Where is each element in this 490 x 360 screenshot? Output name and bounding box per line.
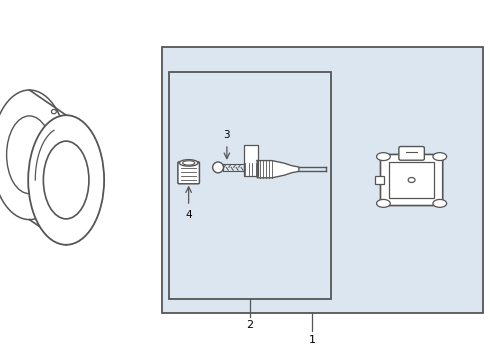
FancyBboxPatch shape xyxy=(399,147,424,160)
FancyBboxPatch shape xyxy=(178,162,199,184)
FancyBboxPatch shape xyxy=(380,154,443,206)
Ellipse shape xyxy=(183,161,195,165)
Text: 4: 4 xyxy=(185,210,192,220)
Ellipse shape xyxy=(43,141,89,219)
Ellipse shape xyxy=(51,109,56,114)
Bar xyxy=(169,72,331,299)
Bar xyxy=(389,162,434,198)
Bar xyxy=(244,145,258,176)
Ellipse shape xyxy=(433,199,447,207)
Text: 3: 3 xyxy=(223,130,230,140)
Ellipse shape xyxy=(28,115,104,245)
Bar xyxy=(374,176,384,184)
Polygon shape xyxy=(257,161,299,178)
Text: 2: 2 xyxy=(246,320,253,330)
Bar xyxy=(162,47,483,313)
Ellipse shape xyxy=(433,153,447,161)
Ellipse shape xyxy=(213,162,223,173)
Ellipse shape xyxy=(376,199,390,207)
Text: 1: 1 xyxy=(309,335,316,345)
Ellipse shape xyxy=(179,160,198,166)
Ellipse shape xyxy=(376,153,390,161)
